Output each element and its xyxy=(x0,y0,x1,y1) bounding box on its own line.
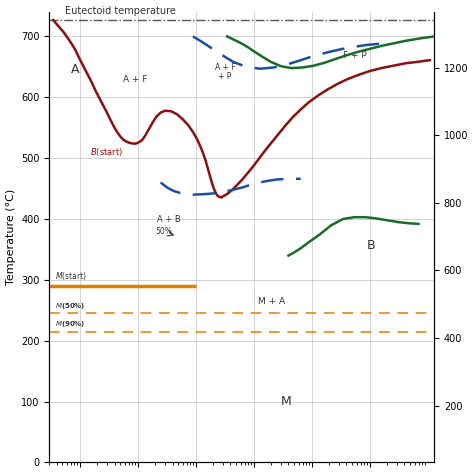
Text: A + F: A + F xyxy=(215,63,235,72)
Text: 50%: 50% xyxy=(155,227,172,236)
Text: A + F: A + F xyxy=(123,75,147,84)
Text: F + P: F + P xyxy=(343,51,367,60)
Text: A + B: A + B xyxy=(157,215,181,224)
Text: + P: + P xyxy=(218,72,232,81)
Y-axis label: Temperature (°C): Temperature (°C) xyxy=(6,189,16,285)
Text: $B\rm{(start)}$: $B\rm{(start)}$ xyxy=(90,146,123,158)
Text: $\it{M}$(start): $\it{M}$(start) xyxy=(55,270,87,283)
Text: Eutectoid temperature: Eutectoid temperature xyxy=(64,6,175,17)
Text: M: M xyxy=(281,395,292,408)
Text: M + A: M + A xyxy=(258,297,285,306)
Text: $\mathbf{\it{M}}$(90%): $\mathbf{\it{M}}$(90%) xyxy=(55,319,86,329)
Text: B: B xyxy=(367,239,375,253)
Text: A: A xyxy=(71,63,79,76)
Text: $\mathbf{\it{M}}$(50%): $\mathbf{\it{M}}$(50%) xyxy=(55,301,86,311)
